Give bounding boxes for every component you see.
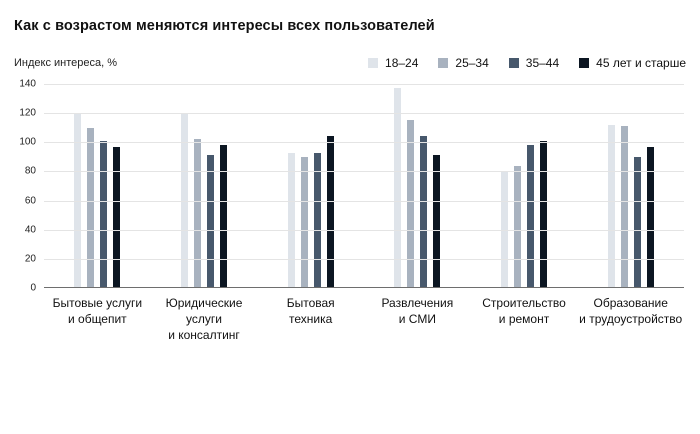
bar [300,156,308,288]
bar-groups [44,84,684,288]
y-axis-ticks: 0 20 40 60 80 100 120 140 [14,79,36,294]
y-axis-title: Индекс интереса, % [14,57,118,69]
bar [207,155,214,288]
bar [287,152,295,288]
gridline [44,84,684,85]
bar [100,140,108,288]
bar-group [577,84,684,288]
y-tick-label: 140 [19,78,36,90]
category-label: Юридические услуги и консалтинг [165,296,243,343]
legend-item: 35–44 [508,56,560,70]
bar [433,155,441,288]
y-tick-label: 100 [19,136,36,148]
category-label: Развлечения и СМИ [381,296,454,327]
bar [527,145,535,288]
bar-group [257,84,364,288]
legend-label: 18–24 [385,56,419,70]
chart-header-row: Индекс интереса, % 18–24 25–34 35–44 45 лет… [14,56,686,70]
legend-item: 18–24 [368,56,418,70]
bar [646,146,654,288]
y-tick-label: 120 [19,107,36,119]
category-label: Образование и трудоустройство [579,296,683,327]
legend-swatch [579,58,590,68]
bar [514,165,522,288]
bar [394,88,402,288]
legend-label: 35–44 [525,56,560,70]
bar [194,139,201,288]
gridline [44,113,684,115]
bar [313,152,321,288]
legend-swatch [368,58,379,68]
bar [607,124,615,288]
y-tick-label: 60 [24,195,36,207]
gridline [44,171,684,173]
bar [113,146,121,288]
bar [540,140,548,288]
bar [633,156,641,288]
legend-item: 25–34 [438,56,489,70]
bar [620,126,628,288]
gridline [44,200,684,202]
y-tick-label: 80 [24,165,36,177]
bar [407,120,415,288]
legend-swatch [508,58,519,68]
category-label: Бытовая техника [286,296,335,327]
bar [420,136,428,288]
x-axis-baseline [44,287,684,288]
bar-group [44,84,151,288]
y-tick-label: 20 [24,253,36,265]
legend-swatch [438,58,449,68]
chart-title: Как с возрастом меняются интересы всех п… [14,18,435,34]
legend-item: 45 лет и старше [579,56,686,70]
bar-group [151,84,258,288]
bar-group [471,84,578,288]
category-labels: Бытовые услуги и общепит Юридические услу… [44,295,684,344]
category-label: Строительство и ремонт [482,296,566,327]
y-tick-label: 40 [24,224,36,236]
bar-chart: 0 20 40 60 80 100 120 140 [14,79,686,294]
plot-area [44,84,684,288]
gridline [44,229,684,231]
bar [87,127,95,288]
y-tick-label: 0 [30,282,36,294]
category-label: Бытовые услуги и общепит [52,296,143,327]
gridline [44,142,684,144]
legend-label: 45 лет и старше [596,56,686,70]
gridline [44,258,684,260]
bar [326,136,334,288]
legend-label: 25–34 [455,56,489,70]
bar-group [364,84,471,288]
legend: 18–24 25–34 35–44 45 лет и старше [368,56,686,70]
bar [220,145,227,288]
